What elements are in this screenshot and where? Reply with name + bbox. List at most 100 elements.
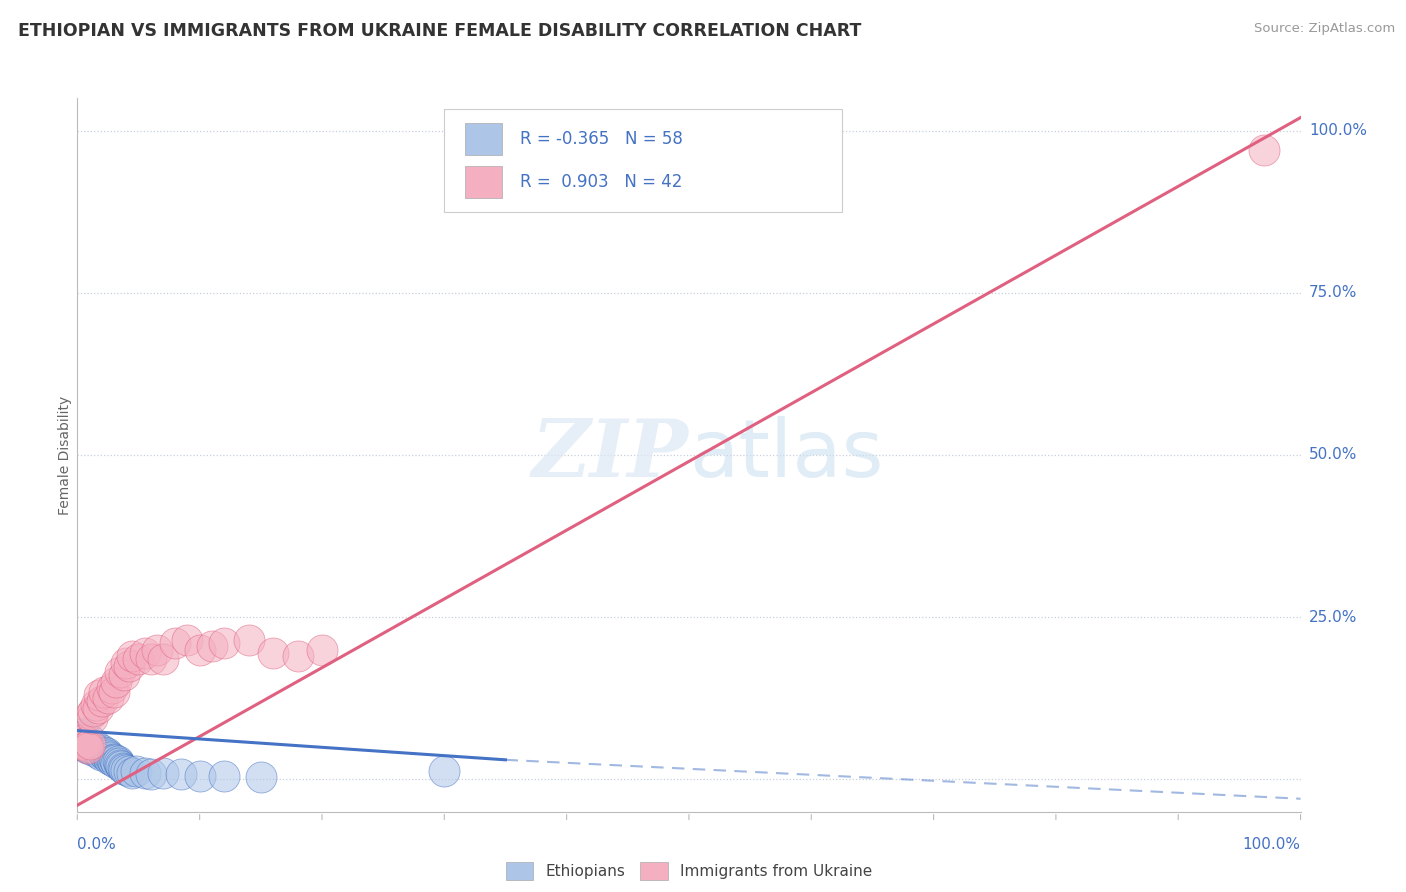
Point xyxy=(111,761,134,775)
Point xyxy=(115,656,138,670)
Point xyxy=(118,658,141,673)
Point xyxy=(112,762,135,776)
Point xyxy=(108,756,131,770)
Point xyxy=(77,739,100,753)
Point xyxy=(76,739,98,754)
Point xyxy=(75,734,97,748)
Text: ETHIOPIAN VS IMMIGRANTS FROM UKRAINE FEMALE DISABILITY CORRELATION CHART: ETHIOPIAN VS IMMIGRANTS FROM UKRAINE FEM… xyxy=(18,22,862,40)
Point xyxy=(93,745,115,759)
Point xyxy=(104,753,127,767)
Point xyxy=(75,734,97,748)
Point xyxy=(262,646,284,660)
Point xyxy=(188,769,211,783)
Point xyxy=(73,733,96,747)
Point xyxy=(90,747,112,762)
Point xyxy=(105,756,128,770)
FancyBboxPatch shape xyxy=(444,109,842,212)
Text: 100.0%: 100.0% xyxy=(1309,123,1367,138)
FancyBboxPatch shape xyxy=(465,166,502,198)
Point xyxy=(89,688,111,702)
Point xyxy=(212,636,235,650)
Point xyxy=(72,725,94,739)
Text: ZIP: ZIP xyxy=(531,417,689,493)
Point xyxy=(101,754,124,768)
Point xyxy=(250,770,273,784)
Point xyxy=(152,765,174,780)
Text: R =  0.903   N = 42: R = 0.903 N = 42 xyxy=(520,173,682,191)
Point xyxy=(76,739,98,753)
Point xyxy=(176,632,198,647)
Text: atlas: atlas xyxy=(689,416,883,494)
Y-axis label: Female Disability: Female Disability xyxy=(58,395,72,515)
Point xyxy=(134,765,156,780)
Point xyxy=(89,745,111,759)
Point xyxy=(69,728,91,742)
Point xyxy=(73,737,96,751)
Point xyxy=(112,668,135,682)
Point xyxy=(70,730,93,744)
Point xyxy=(93,684,115,698)
Point xyxy=(80,739,103,754)
Point xyxy=(105,675,128,690)
Point xyxy=(79,741,101,756)
Point xyxy=(97,749,120,764)
Point xyxy=(125,764,148,779)
Point xyxy=(97,691,120,706)
Text: 25.0%: 25.0% xyxy=(1309,609,1357,624)
Text: Source: ZipAtlas.com: Source: ZipAtlas.com xyxy=(1254,22,1395,36)
Point xyxy=(87,701,110,715)
Point xyxy=(80,711,103,725)
Point xyxy=(76,737,98,751)
Point xyxy=(69,733,91,747)
Point xyxy=(100,753,122,767)
Point xyxy=(70,733,93,747)
Point xyxy=(70,727,93,741)
Point xyxy=(82,704,104,718)
Point xyxy=(433,764,456,779)
Point xyxy=(76,741,98,756)
Point xyxy=(107,754,129,768)
Point xyxy=(100,681,122,696)
Point xyxy=(146,642,169,657)
Point xyxy=(86,743,108,757)
Point xyxy=(115,763,138,777)
Point xyxy=(87,747,110,761)
Point xyxy=(170,767,193,781)
Point xyxy=(134,646,156,660)
Point xyxy=(90,743,112,757)
Point xyxy=(73,739,96,753)
Point xyxy=(80,707,103,722)
Point xyxy=(94,747,117,762)
Point xyxy=(108,665,131,680)
Point xyxy=(1253,143,1275,157)
Point xyxy=(98,749,121,764)
Point xyxy=(70,732,93,747)
Point xyxy=(152,652,174,666)
Point xyxy=(82,739,104,754)
Legend: Ethiopians, Immigrants from Ukraine: Ethiopians, Immigrants from Ukraine xyxy=(499,856,879,886)
Point xyxy=(90,694,112,708)
Point xyxy=(67,737,90,751)
Point xyxy=(67,733,90,747)
Point xyxy=(188,642,211,657)
Point xyxy=(118,764,141,779)
Point xyxy=(98,751,121,765)
Text: 50.0%: 50.0% xyxy=(1309,448,1357,462)
Point xyxy=(165,636,187,650)
Point xyxy=(108,758,131,772)
Point xyxy=(212,769,235,783)
Point xyxy=(84,739,107,753)
FancyBboxPatch shape xyxy=(465,123,502,155)
Point xyxy=(121,765,143,780)
Point xyxy=(70,737,93,751)
Point xyxy=(311,642,333,657)
Point xyxy=(91,747,114,761)
Point xyxy=(103,751,125,765)
Point xyxy=(139,652,162,666)
Point xyxy=(77,741,100,756)
Point xyxy=(72,737,94,751)
Point xyxy=(121,648,143,663)
Point xyxy=(201,640,224,654)
Point xyxy=(97,747,120,762)
Text: 100.0%: 100.0% xyxy=(1243,837,1301,852)
